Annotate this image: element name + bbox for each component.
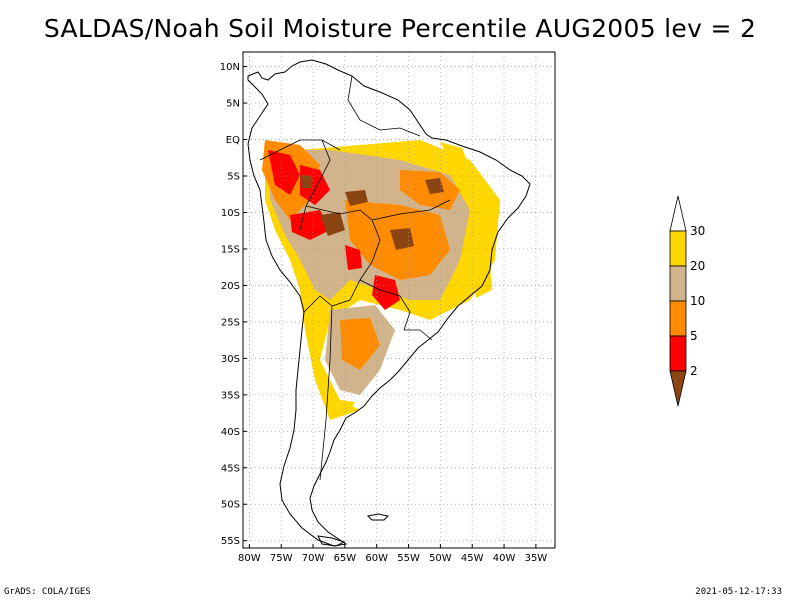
tierra-del-fuego xyxy=(317,535,346,547)
legend-label: 30 xyxy=(690,224,705,238)
legend-label: 20 xyxy=(690,259,705,273)
footer-credit: GrADS: COLA/IGES xyxy=(4,587,91,597)
percentile-patch xyxy=(338,400,355,412)
percentile-field xyxy=(262,140,500,420)
lat-tick-label: 5S xyxy=(227,172,240,183)
percentile-patch xyxy=(320,212,345,236)
lon-tick-label: 65W xyxy=(334,553,357,564)
percentile-patch xyxy=(440,142,470,168)
map-frame xyxy=(242,51,556,549)
lon-tick-label: 35W xyxy=(525,553,548,564)
lon-tick-label: 55W xyxy=(397,553,420,564)
legend-swatch xyxy=(669,230,687,267)
lat-tick-label: 40S xyxy=(221,427,240,438)
lat-tick-label: 20S xyxy=(221,281,240,292)
footer-timestamp: 2021-05-12-17:33 xyxy=(695,587,782,597)
percentile-patch xyxy=(470,260,492,298)
percentile-patch xyxy=(268,150,300,195)
color-legend: 30 20 10 5 2 xyxy=(669,195,705,407)
percentile-patch xyxy=(300,175,312,188)
percentile-patch xyxy=(345,245,362,270)
lon-tick-label: 80W xyxy=(238,553,261,564)
lat-tick-label: 15S xyxy=(221,244,240,255)
lon-tick-label: 60W xyxy=(365,553,388,564)
legend-swatch xyxy=(669,335,687,372)
latitude-labels: 10N 5N EQ 5S 10S 15S 20S 25S 30S 35S 40S 45S 50S 55S xyxy=(220,62,247,547)
lat-tick-label: 25S xyxy=(221,317,240,328)
south-america-coast xyxy=(247,59,531,547)
percentile-patch xyxy=(290,210,330,240)
longitude-labels: 80W 75W 70W 65W 60W 55W 50W 45W 40W 35W xyxy=(238,544,547,564)
lon-tick-label: 40W xyxy=(493,553,516,564)
lat-tick-label: 55S xyxy=(221,536,240,547)
lat-tick-label: 5N xyxy=(226,99,240,110)
country-borders xyxy=(259,75,451,481)
lat-tick-label: 35S xyxy=(221,390,240,401)
legend-label: 10 xyxy=(690,294,705,308)
lon-tick-label: 75W xyxy=(270,553,293,564)
falkland-islands xyxy=(366,513,390,521)
legend-label: 2 xyxy=(690,364,698,378)
lat-tick-label: EQ xyxy=(226,135,240,146)
legend-swatch xyxy=(669,195,687,232)
percentile-patch xyxy=(425,178,444,194)
lat-tick-label: 30S xyxy=(221,354,240,365)
percentile-patch xyxy=(345,190,368,206)
percentile-patch xyxy=(340,318,380,370)
lat-tick-label: 45S xyxy=(221,463,240,474)
lon-tick-label: 70W xyxy=(302,553,325,564)
legend-swatch xyxy=(669,370,687,407)
lat-tick-label: 10S xyxy=(221,208,240,219)
percentile-patch xyxy=(390,228,414,250)
lon-tick-label: 50W xyxy=(429,553,452,564)
lat-tick-label: 10N xyxy=(220,62,240,73)
legend-swatch xyxy=(669,300,687,337)
map-gridlines xyxy=(243,52,555,548)
percentile-patch xyxy=(372,275,400,310)
legend-swatch xyxy=(669,265,687,302)
coastline xyxy=(247,59,531,547)
legend-label: 5 xyxy=(690,329,698,343)
lon-tick-label: 45W xyxy=(461,553,484,564)
map-title: SALDAS/Noah Soil Moisture Percentile AUG… xyxy=(43,14,757,43)
lat-tick-label: 50S xyxy=(221,500,240,511)
